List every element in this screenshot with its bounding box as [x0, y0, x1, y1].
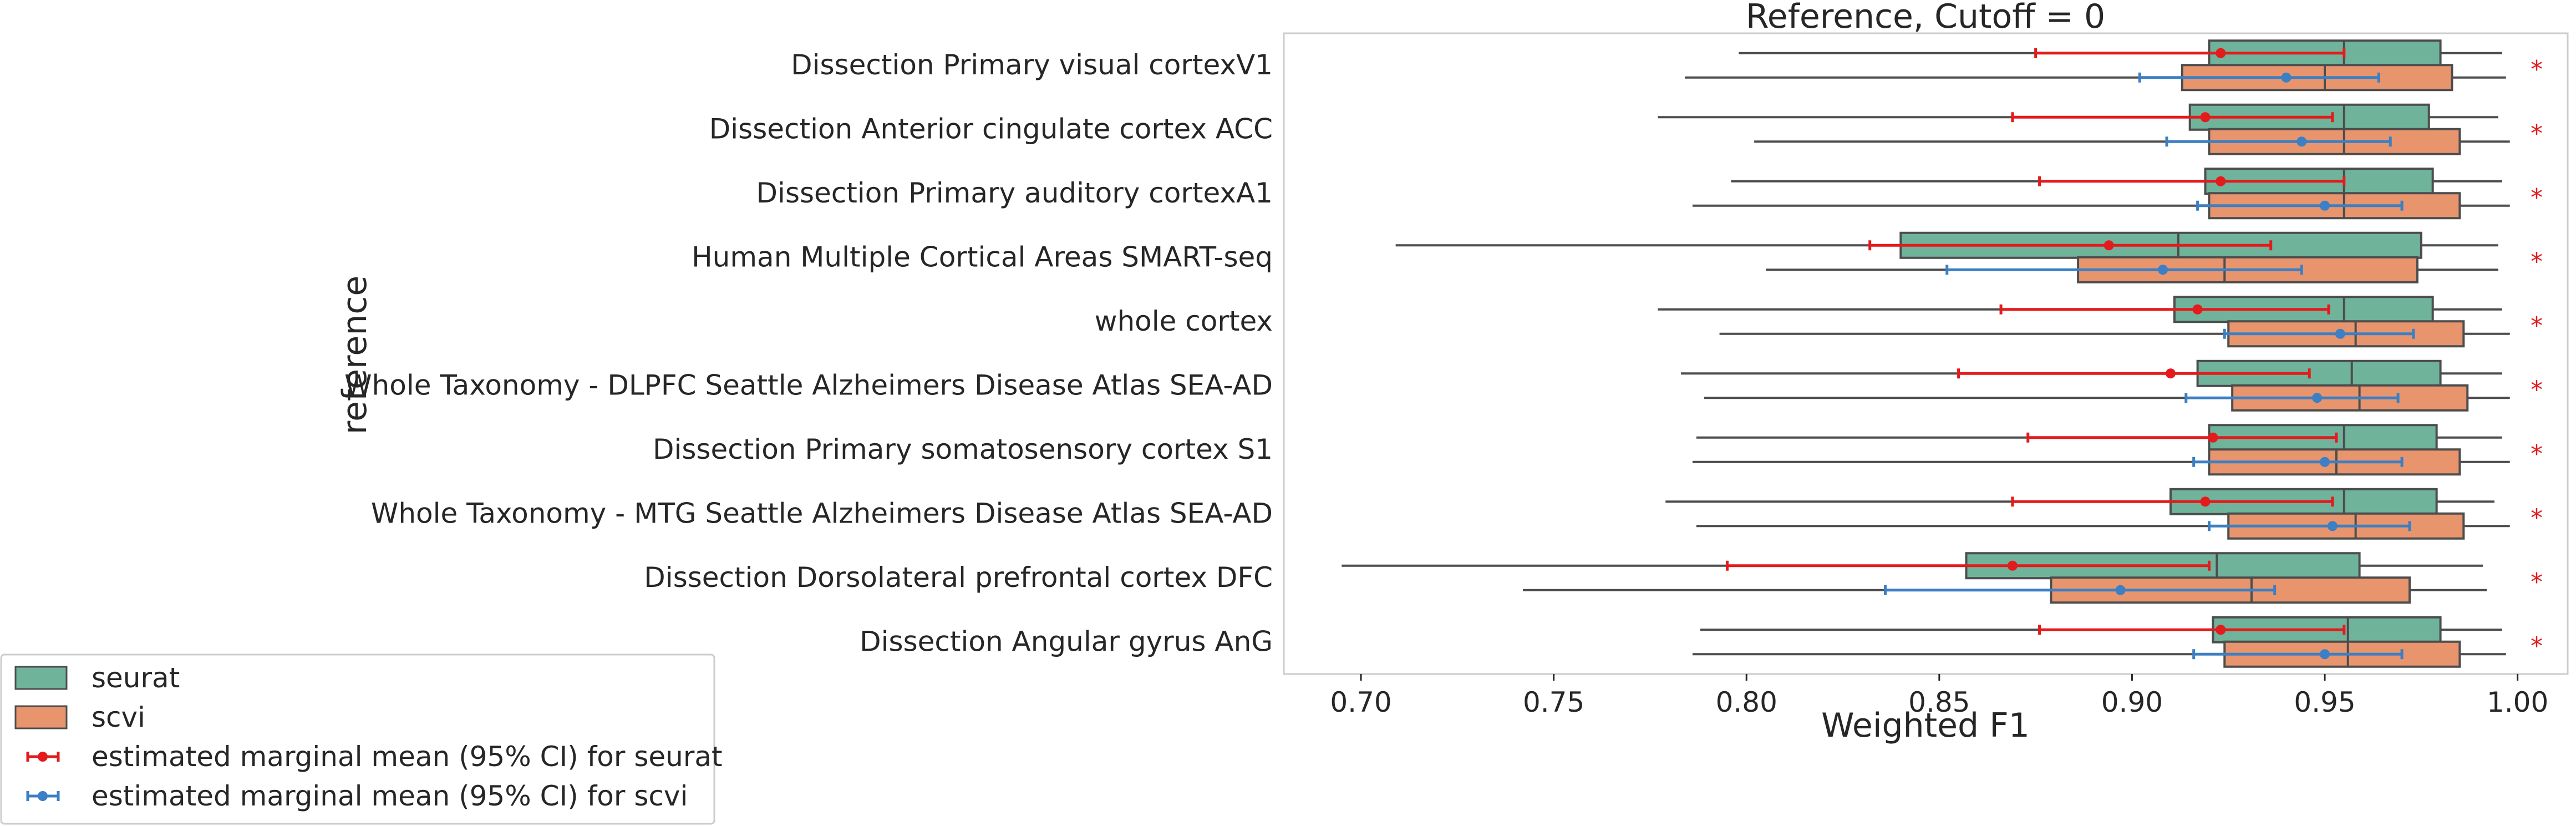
x-tick-label: 0.95 [2294, 686, 2355, 718]
x-tick-label: 0.85 [1908, 686, 1970, 718]
y-tick-label: Dissection Primary visual cortexV1 [791, 49, 1273, 81]
emm-point [2281, 72, 2292, 83]
emm-point [2208, 432, 2218, 443]
significance-marker: * [2531, 312, 2543, 340]
emm-point [2312, 393, 2323, 403]
x-axis-label: Weighted F1 [1821, 706, 2030, 745]
significance-marker: * [2531, 632, 2543, 660]
y-tick-label: Whole Taxonomy - DLPFC Seattle Alzheimer… [344, 369, 1273, 401]
legend-emm-point [38, 752, 48, 762]
significance-marker: * [2531, 247, 2543, 276]
emm-point [2320, 200, 2330, 211]
chart-title: Reference, Cutoff = 0 [1746, 0, 2105, 36]
emm-point [2200, 112, 2211, 123]
significance-marker: * [2531, 119, 2543, 148]
x-tick-label: 0.80 [1716, 686, 1777, 718]
legend: seurat scvi estimated marginal mean (95% C… [0, 653, 723, 825]
plot-area [1283, 32, 2569, 675]
x-tick-label: 0.90 [2101, 686, 2163, 718]
legend-label: estimated marginal mean (95% CI) for scv… [92, 780, 688, 812]
y-tick-label: whole cortex [1095, 305, 1273, 337]
emm-point [2296, 136, 2307, 147]
y-tick-label: Dissection Primary auditory cortexA1 [756, 177, 1273, 209]
y-tick-label: Dissection Angular gyrus AnG [860, 625, 1273, 657]
x-tick-label: 0.70 [1330, 686, 1391, 718]
significance-marker: * [2531, 55, 2543, 84]
emm-point [2115, 585, 2126, 595]
y-tick-label: Human Multiple Cortical Areas SMART-seq [692, 241, 1273, 273]
significance-marker: * [2531, 568, 2543, 596]
y-tick-label: Dissection Primary somatosensory cortex … [653, 433, 1273, 465]
legend-frame [0, 653, 715, 825]
emm-point [2165, 368, 2176, 379]
legend-label: scvi [92, 701, 145, 733]
emm-point [2216, 176, 2226, 186]
emm-point [2158, 265, 2168, 275]
emm-point [2327, 521, 2338, 531]
significance-marker: * [2531, 184, 2543, 212]
chart-marks: 0.70 0.75 0.80 0.85 0.90 0.95 1.00 Dissection P… [344, 39, 2548, 718]
legend-swatch-scvi [14, 705, 68, 729]
legend-emm-point [38, 791, 48, 801]
y-tick-label: Dissection Anterior cingulate cortex ACC [709, 113, 1273, 145]
y-tick-label: Whole Taxonomy - MTG Seattle Alzheimers … [371, 497, 1273, 529]
emm-point [2335, 328, 2345, 339]
x-tick-label: 0.75 [1523, 686, 1584, 718]
emm-point [2216, 625, 2226, 635]
emm-point [2216, 48, 2226, 58]
legend-label: seurat [92, 662, 180, 694]
y-tick-label: Dissection Dorsolateral prefrontal corte… [644, 561, 1273, 594]
x-tick-label: 1.00 [2487, 686, 2548, 718]
emm-point [2104, 240, 2114, 251]
legend-swatch-seurat [14, 666, 68, 690]
emm-point [2007, 560, 2018, 571]
significance-marker: * [2531, 504, 2543, 532]
emm-point [2320, 457, 2330, 467]
y-axis-label: reference [336, 276, 374, 435]
significance-marker: * [2531, 440, 2543, 468]
emm-point [2192, 304, 2203, 315]
legend-label: estimated marginal mean (95% CI) for seu… [92, 741, 723, 773]
emm-point [2200, 496, 2211, 507]
significance-marker: * [2531, 376, 2543, 404]
emm-point [2320, 649, 2330, 660]
